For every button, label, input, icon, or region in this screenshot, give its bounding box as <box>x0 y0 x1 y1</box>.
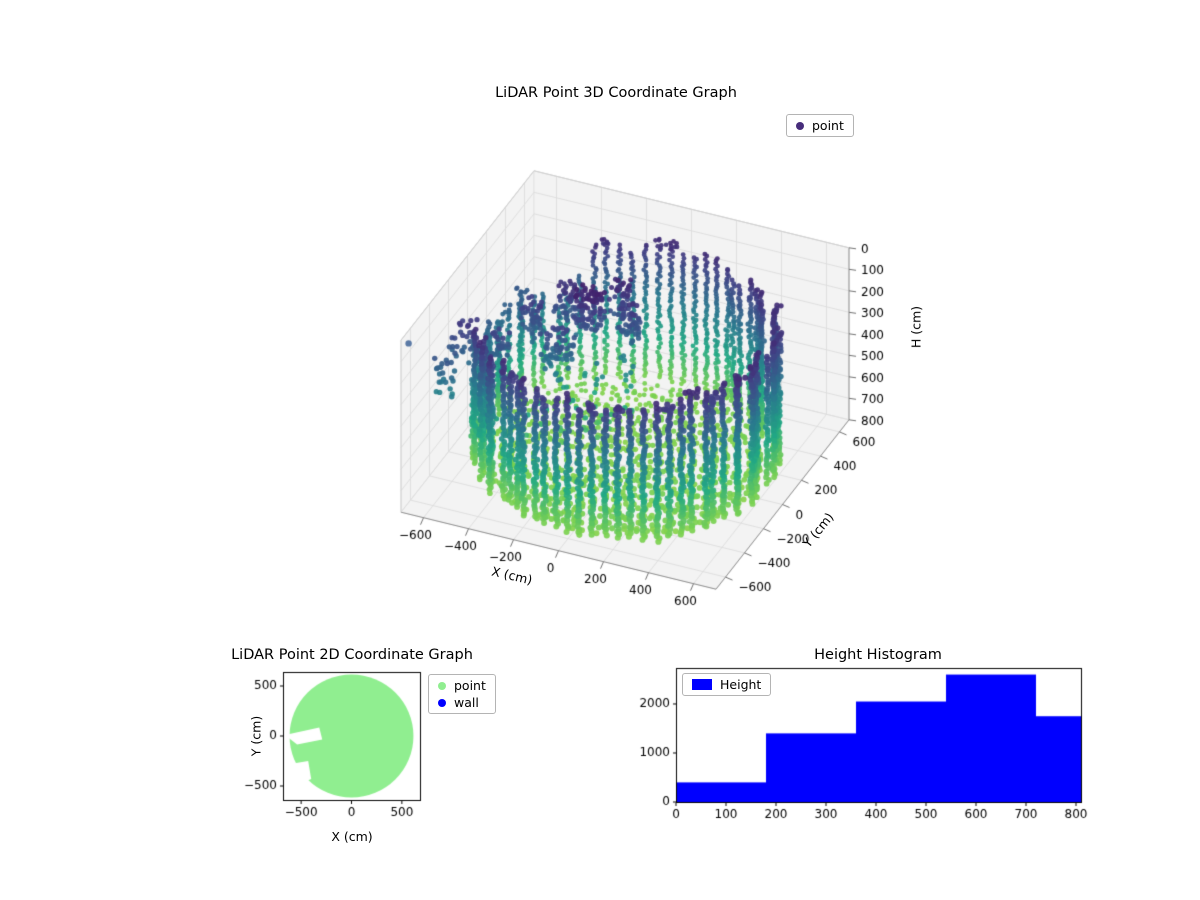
height-patch-icon <box>692 679 712 690</box>
plot2d-ylabel: Y (cm) <box>248 715 264 757</box>
legend-item-wall: wall <box>438 695 486 710</box>
plot2d-title: LiDAR Point 2D Coordinate Graph <box>231 647 473 663</box>
histogram-title: Height Histogram <box>814 647 942 663</box>
plot3d-zlabel: H (cm) <box>908 305 924 349</box>
legend-label-point: point <box>454 678 486 693</box>
legend-label-wall: wall <box>454 695 479 710</box>
wall-marker-icon <box>438 698 446 707</box>
point-marker-icon <box>796 121 804 130</box>
legend-item-point: point <box>438 678 486 693</box>
legend-label-height: Height <box>720 677 762 692</box>
histogram-legend: Height <box>682 673 772 696</box>
plot3d-title: LiDAR Point 3D Coordinate Graph <box>495 85 737 101</box>
plot2d-xlabel: X (cm) <box>331 829 373 844</box>
legend-item-height: Height <box>692 677 761 692</box>
plot2d-legend: point wall <box>428 674 496 714</box>
legend-label-point: point <box>812 118 844 133</box>
point-marker-icon <box>438 681 446 690</box>
plot3d-legend: point <box>786 114 854 137</box>
legend-item-point: point <box>796 118 844 133</box>
